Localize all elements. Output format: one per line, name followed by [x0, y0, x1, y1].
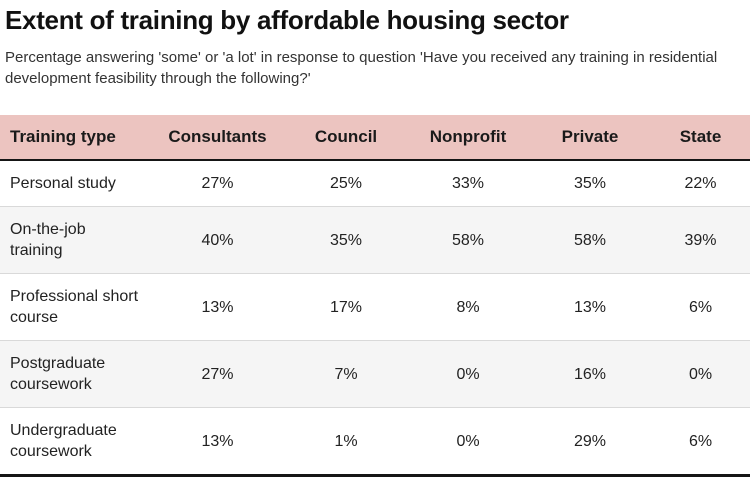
table-row: Personal study 27% 25% 33% 35% 22%	[0, 160, 750, 207]
value-cell: 27%	[201, 365, 234, 383]
chart-header: Extent of training by affordable housing…	[0, 0, 754, 89]
value-cell: 7%	[334, 365, 358, 383]
table-header: Training type Consultants Council Nonprofit…	[0, 115, 750, 160]
value-cell: 27%	[201, 175, 234, 192]
value-cell: 39%	[684, 231, 717, 249]
table-row: Undergraduate coursework 13% 1% 0% 29% 6%	[0, 407, 750, 476]
value-cell: 0%	[688, 365, 713, 383]
column-header: Nonprofit	[407, 115, 529, 160]
table-body: Personal study 27% 25% 33% 35% 22% On-the-job …	[0, 160, 750, 476]
table-row: Postgraduate coursework 27% 7% 0% 16% 0%	[0, 340, 750, 408]
page-title: Extent of training by affordable housing…	[5, 5, 569, 35]
row-label: Personal study	[10, 175, 116, 192]
value-cell: 40%	[201, 231, 234, 249]
chart-subtitle: Percentage answering 'some' or 'a lot' i…	[5, 49, 718, 87]
row-label: Postgraduate coursework	[10, 355, 106, 393]
value-cell: 8%	[456, 298, 480, 316]
value-cell: 22%	[684, 175, 717, 192]
value-cell: 35%	[329, 231, 363, 249]
column-header: State	[651, 115, 750, 160]
value-cell: 0%	[456, 365, 480, 383]
table-row: Professional short course 13% 17% 8% 13% 6%	[0, 273, 750, 341]
value-cell: 13%	[201, 432, 234, 450]
value-cell: 33%	[451, 175, 485, 192]
value-cell: 6%	[688, 432, 713, 450]
value-cell: 29%	[573, 432, 607, 450]
table-row: On-the-job training 40% 35% 58% 58% 39%	[0, 206, 750, 274]
value-cell: 58%	[451, 231, 485, 249]
table-header-row: Training type Consultants Council Nonprofit…	[0, 115, 750, 160]
training-table: Training type Consultants Council Nonprofit…	[0, 115, 750, 477]
column-header: Consultants	[150, 115, 285, 160]
value-cell: 25%	[329, 175, 363, 192]
row-label: Undergraduate coursework	[10, 422, 117, 460]
column-header: Private	[529, 115, 651, 160]
value-cell: 6%	[688, 298, 713, 316]
value-cell: 1%	[334, 432, 358, 450]
value-cell: 13%	[573, 298, 607, 316]
value-cell: 13%	[201, 298, 234, 316]
value-cell: 35%	[573, 175, 607, 192]
row-label: Professional short course	[10, 288, 139, 326]
value-cell: 17%	[329, 298, 363, 316]
value-cell: 0%	[456, 432, 480, 450]
value-cell: 58%	[573, 231, 607, 249]
value-cell: 16%	[573, 365, 607, 383]
row-label: On-the-job training	[10, 221, 86, 259]
column-header: Council	[285, 115, 407, 160]
column-header: Training type	[0, 115, 150, 160]
